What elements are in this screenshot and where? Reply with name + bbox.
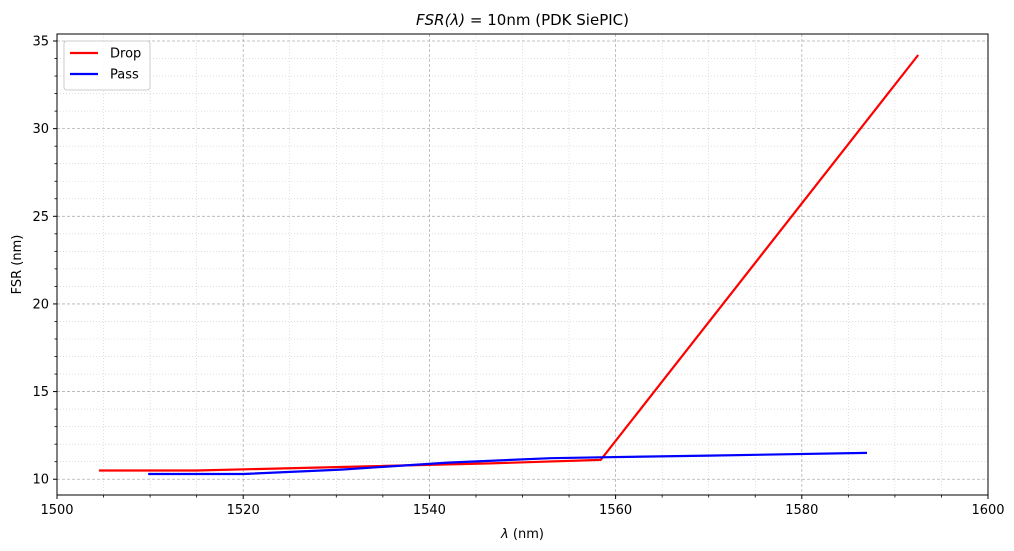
x-tick-label: 1540 <box>413 503 446 518</box>
legend-label-drop: Drop <box>110 47 141 62</box>
series-layer <box>98 54 920 476</box>
x-axis-label-rest: (nm) <box>509 527 544 542</box>
chart-title-rest: = 10nm (PDK SiePIC) <box>465 11 629 29</box>
x-tick-label: 1580 <box>785 503 818 518</box>
y-tick-label: 25 <box>32 210 49 225</box>
x-tick-label: 1520 <box>227 503 260 518</box>
x-tick-label: 1560 <box>599 503 632 518</box>
y-tick-label: 35 <box>32 35 49 50</box>
grid-layer <box>56 34 989 495</box>
x-axis-label-italic: λ <box>500 527 509 542</box>
y-tick-label: 10 <box>32 473 49 488</box>
y-tick-label: 20 <box>32 297 49 312</box>
y-tick-label: 15 <box>32 385 49 400</box>
chart-title-italic: FSR(λ) <box>416 11 465 29</box>
series-line-drop <box>98 54 920 472</box>
y-axis-label: FSR (nm) <box>10 235 25 295</box>
y-tick-label: 30 <box>32 122 49 137</box>
x-axis-label: λ (nm) <box>500 527 544 542</box>
legend-label-pass: Pass <box>110 68 139 83</box>
x-tick-label: 1500 <box>40 503 73 518</box>
chart-title: FSR(λ) = 10nm (PDK SiePIC) <box>416 11 629 29</box>
legend: Drop Pass <box>63 40 151 91</box>
x-tick-label: 1600 <box>971 503 1004 518</box>
series-line-pass <box>148 451 868 476</box>
